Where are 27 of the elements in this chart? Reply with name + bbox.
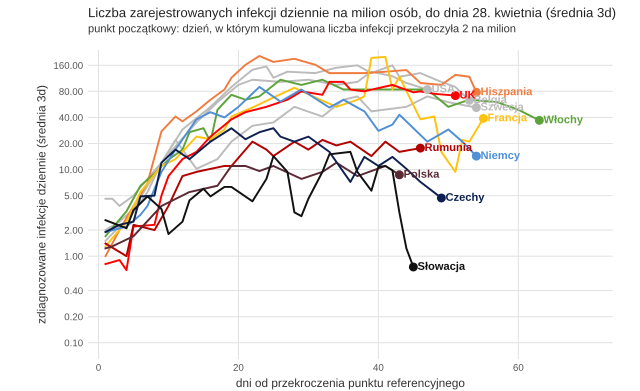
series-label: Włochy [544,115,583,126]
series-label: USA [432,84,455,93]
y-tick-label: 0.20 [64,313,83,320]
y-tick-label: 160.00 [54,62,83,69]
y-tick-label: 40.00 [59,114,83,122]
y-tick-label: 1.00 [64,252,83,260]
y-tick-label: 5.00 [64,192,83,200]
y-tick-label: 10.00 [60,166,83,174]
y-axis-title: zdiagnozowane infekcje dziennie (średnia 3d) [36,86,48,324]
y-tick-label: 20.00 [59,140,83,148]
series-label: UK [460,90,476,99]
x-tick-label: 40 [373,364,384,371]
series-label: Hiszpania [481,87,532,98]
x-axis-title: dni od przekroczenia punktu referencyjnego [236,378,464,390]
x-tick-label: 60 [513,364,524,371]
x-tick-label: 20 [234,364,244,371]
y-tick-label: 80.00 [59,88,83,95]
series-label: Niemcy [481,150,520,162]
y-tick-label: 0.40 [64,287,83,294]
x-tick-label: 0 [96,364,101,371]
series-label: Słowacja [418,262,466,272]
chart-subtitle: punkt początkowy: dzień, w którym kumulowana liczba infekcji przekroczyła 2 na milion [88,24,516,35]
chart-title: Liczba zarejestrowanych infekcji dziennie na milion osób, do dnia 28. kwietnia (średnia 3d) [89,7,616,20]
series-label: Francja [488,113,528,124]
series-label: Czechy [446,192,484,204]
y-tick-label: 2.00 [64,226,83,234]
y-tick-label: 0.10 [64,339,83,346]
